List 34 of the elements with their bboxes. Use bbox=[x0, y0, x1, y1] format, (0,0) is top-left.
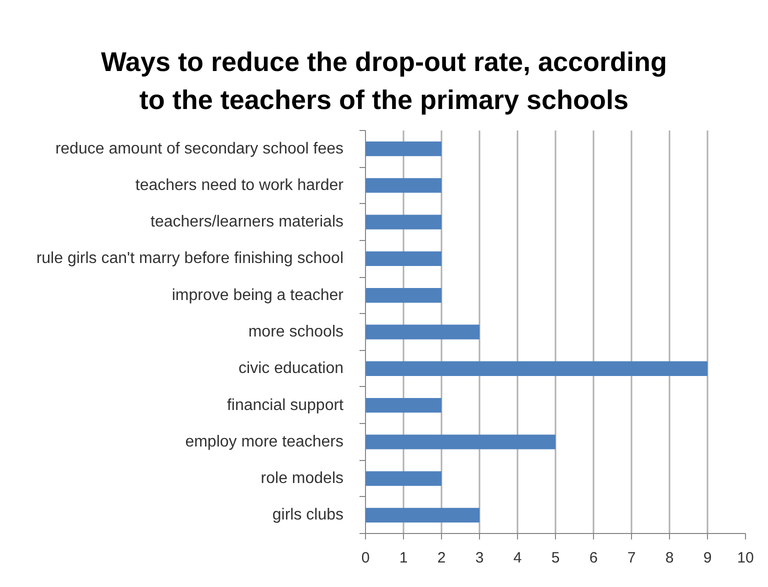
y-tick-label: financial support bbox=[226, 396, 344, 414]
x-tick-label: 5 bbox=[551, 550, 560, 566]
x-tick-label: 9 bbox=[703, 550, 712, 566]
y-tick-label: role models bbox=[260, 470, 344, 488]
y-tick-label: improve being a teacher bbox=[172, 286, 344, 304]
y-tick-label: teachers need to work harder bbox=[135, 176, 344, 194]
bar bbox=[366, 141, 442, 156]
x-tick-label: 6 bbox=[589, 550, 598, 566]
bar bbox=[366, 471, 442, 486]
x-tick-label: 0 bbox=[361, 550, 370, 566]
y-tick-label: more schools bbox=[248, 324, 344, 340]
x-tick-label: 2 bbox=[437, 550, 446, 566]
bar bbox=[366, 434, 556, 450]
y-tick-label: civic education bbox=[238, 360, 344, 378]
bar bbox=[366, 324, 480, 340]
y-tick-label: girls clubs bbox=[272, 506, 344, 524]
bar bbox=[366, 398, 442, 413]
chart-title: Ways to reduce the drop-out rate, according to the teachers of the primary schools bbox=[100, 46, 668, 117]
y-tick-label: employ more teachers bbox=[185, 433, 344, 450]
bar bbox=[366, 508, 480, 523]
y-tick-label: reduce amount of secondary school fees bbox=[55, 140, 344, 158]
x-tick-label: 8 bbox=[665, 550, 674, 566]
x-tick-label: 4 bbox=[513, 550, 522, 566]
x-tick-label: 3 bbox=[475, 550, 484, 566]
x-tick-label: 7 bbox=[627, 550, 636, 566]
x-tick-label: 1 bbox=[399, 550, 408, 566]
bar bbox=[366, 251, 442, 266]
bar bbox=[366, 288, 442, 303]
bar bbox=[366, 214, 442, 230]
bar bbox=[366, 361, 708, 376]
y-tick-label: rule girls can't marry before finishing school bbox=[36, 250, 344, 268]
bar bbox=[366, 178, 442, 193]
x-tick-label: 10 bbox=[737, 550, 754, 566]
y-tick-label: teachers/learners materials bbox=[150, 214, 344, 231]
